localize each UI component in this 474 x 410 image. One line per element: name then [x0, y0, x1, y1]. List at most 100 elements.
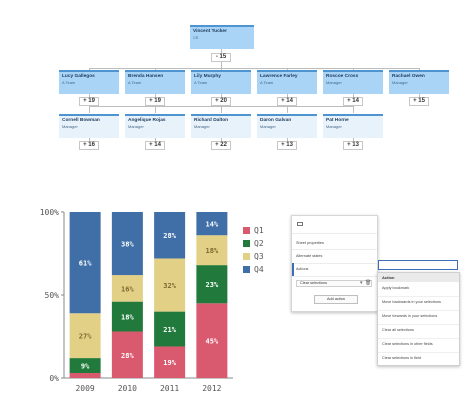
expand-button[interactable]: + 16 — [79, 141, 99, 150]
divider — [378, 296, 459, 297]
data-label: 18% — [121, 314, 134, 322]
expand-button[interactable]: + 14 — [277, 97, 297, 106]
divider — [292, 233, 377, 234]
org-node[interactable]: Lawrence Farley A Team — [257, 70, 317, 94]
connector — [89, 68, 420, 69]
x-tick-label: 2009 — [75, 384, 94, 393]
x-tick-label: 2010 — [118, 384, 137, 393]
divider — [378, 352, 459, 353]
legend-label: Q1 — [254, 226, 264, 235]
connector — [221, 106, 222, 113]
org-node[interactable]: Cornell Bowman Manager — [59, 114, 119, 138]
x-tick-label: 2011 — [160, 384, 179, 393]
data-label: 28% — [121, 352, 134, 360]
selection-action-label: Clear selections — [300, 281, 328, 285]
org-node-name: Richard Dalton — [194, 118, 229, 123]
dropdown-item[interactable]: Clear selections in field — [382, 356, 422, 360]
connector — [419, 92, 420, 98]
data-label: 45% — [206, 338, 219, 346]
org-node-root[interactable]: Vincent Tucker CE — [190, 25, 254, 49]
org-node-title: Manager — [392, 80, 408, 85]
bar-segment — [154, 258, 186, 312]
delete-icon[interactable]: 🗑 — [365, 280, 372, 286]
org-node[interactable]: Rachael Owen Manager — [389, 70, 449, 94]
data-label: 9% — [81, 363, 90, 371]
action-search-input[interactable] — [378, 260, 458, 270]
dropdown-item[interactable]: Move backwards in your selections — [382, 300, 441, 304]
legend-label: Q2 — [254, 239, 264, 248]
connector — [287, 135, 288, 141]
bar-segment — [111, 275, 143, 302]
org-node[interactable]: Angelique Rojas Manager — [125, 114, 185, 138]
expand-button[interactable]: + 14 — [145, 141, 165, 150]
org-node-name: Cornell Bowman — [62, 118, 100, 123]
connector — [89, 106, 90, 113]
org-node-name: Lily Murphy — [194, 74, 221, 79]
bar-segment — [154, 346, 186, 378]
y-tick-label: 50% — [45, 291, 60, 300]
org-node[interactable]: Daron Galvan Manager — [257, 114, 317, 138]
org-node-title: Manager — [326, 124, 342, 129]
bar-segment — [111, 331, 143, 378]
bar-segment — [69, 313, 101, 359]
dropdown-item[interactable]: Clear all selections — [382, 328, 414, 332]
chevron-down-icon[interactable]: ▾ — [360, 280, 363, 286]
expand-button[interactable]: + 14 — [343, 97, 363, 106]
connector — [155, 92, 156, 98]
org-node-name: Rachael Owen — [392, 74, 425, 79]
legend-swatch — [243, 227, 250, 234]
org-node-title: A Team — [62, 80, 76, 85]
dropdown-item[interactable]: Clear selections in other fields — [382, 342, 433, 346]
panel-item-sheet-properties[interactable]: Sheet properties — [296, 241, 324, 245]
expand-button[interactable]: + 13 — [277, 141, 297, 150]
panel-item-actions[interactable]: Actions — [296, 267, 309, 271]
bar-segment — [69, 373, 101, 378]
org-node-name: Daron Galvan — [260, 118, 292, 123]
org-node[interactable]: Pat Horne Manager — [323, 114, 383, 138]
bar-segment — [196, 212, 228, 236]
bar-segment — [111, 301, 143, 332]
legend-label: Q4 — [254, 265, 264, 274]
expand-button[interactable]: + 20 — [211, 97, 231, 106]
org-node[interactable]: Richard Dalton Manager — [191, 114, 251, 138]
bar-segment — [154, 212, 186, 259]
connector — [353, 92, 354, 98]
expand-button[interactable]: + 15 — [409, 97, 429, 106]
legend-label: Q3 — [254, 252, 264, 261]
add-action-button[interactable]: Add action — [314, 295, 358, 304]
data-label: 27% — [79, 333, 92, 341]
expand-button[interactable]: + 22 — [211, 141, 231, 150]
action-dropdown: Action Apply bookmark Move backwards in … — [377, 272, 460, 366]
divider — [378, 324, 459, 325]
connector — [155, 135, 156, 141]
org-node-name: Pat Horne — [326, 118, 349, 123]
connector — [155, 106, 156, 113]
org-node-title: Manager — [326, 80, 342, 85]
data-label: 61% — [79, 260, 92, 268]
connector — [221, 48, 222, 54]
expand-button[interactable]: + 19 — [145, 97, 165, 106]
org-node-name: Brenda Hansen — [128, 74, 164, 79]
y-tick-label: 100% — [40, 208, 59, 217]
expand-button[interactable]: + 19 — [79, 97, 99, 106]
dropdown-item[interactable]: Move forwards in your selections — [382, 314, 438, 318]
org-node-name: Vincent Tucker — [193, 29, 227, 34]
panel-item-alternate-states[interactable]: Alternate states — [296, 254, 323, 258]
connector — [221, 62, 222, 68]
org-node-title: Manager — [260, 124, 276, 129]
org-node[interactable]: Lily Murphy A Team — [191, 70, 251, 94]
connector — [221, 135, 222, 141]
org-node-title: A Team — [260, 80, 274, 85]
connector — [287, 92, 288, 98]
org-node-title: Manager — [128, 124, 144, 129]
expand-button[interactable]: + 13 — [343, 141, 363, 150]
dropdown-item[interactable]: Apply bookmark — [382, 286, 410, 290]
org-node[interactable]: Lucy Gallegos A Team — [59, 70, 119, 94]
org-node[interactable]: Brenda Hansen A Team — [125, 70, 185, 94]
org-node[interactable]: Roscoe Cross Manager — [323, 70, 383, 94]
selection-action-row[interactable]: Clear selections — [296, 280, 372, 287]
collapse-button[interactable]: - 15 — [211, 53, 231, 62]
data-label: 38% — [121, 241, 134, 249]
data-label: 18% — [206, 247, 219, 255]
connector — [89, 92, 90, 98]
